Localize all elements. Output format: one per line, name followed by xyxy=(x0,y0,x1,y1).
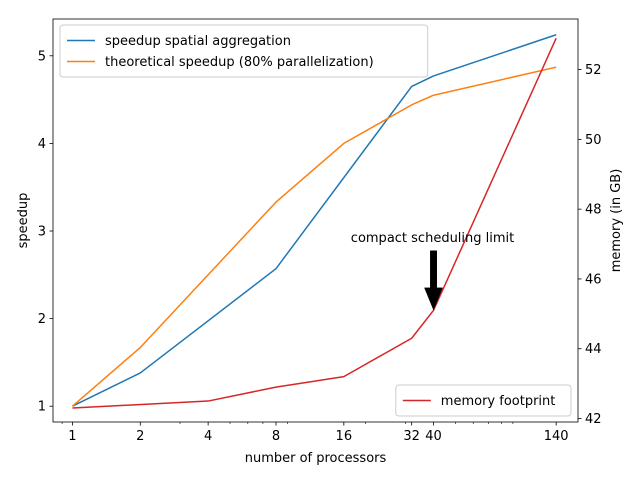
y-left-tick-label: 4 xyxy=(38,137,46,152)
legend-entry: speedup spatial aggregation xyxy=(105,34,291,49)
series-line-0 xyxy=(72,34,557,407)
y-right-tick-label: 48 xyxy=(585,203,602,218)
x-tick-label: 32 xyxy=(403,429,420,444)
y-left-tick-label: 5 xyxy=(38,49,46,64)
series-line-1 xyxy=(71,66,557,407)
y-right-tick-label: 46 xyxy=(585,272,602,287)
x-tick-label: 1 xyxy=(68,429,76,444)
y-right-tick-label: 52 xyxy=(585,63,602,78)
x-tick-label: 2 xyxy=(136,429,144,444)
y-left-axis-label: speedup xyxy=(16,193,31,249)
y-right-axis-label: memory (in GB) xyxy=(609,169,624,273)
legends: speedup spatial aggregation theoretical s… xyxy=(59,24,572,417)
y-right-tick-label: 44 xyxy=(585,342,602,357)
annotation: compact scheduling limit xyxy=(351,231,514,311)
plot-frame xyxy=(52,18,579,423)
y-left-tick-label: 1 xyxy=(38,400,46,415)
legend-entry: memory footprint xyxy=(441,394,556,409)
x-axis-label: number of processors xyxy=(245,451,387,466)
y-left-tick-label: 2 xyxy=(38,312,46,327)
y-right-tick-label: 42 xyxy=(585,412,602,427)
legend-box xyxy=(395,384,572,417)
plot-area xyxy=(71,34,557,409)
annotation-text: compact scheduling limit xyxy=(351,231,514,246)
x-tick-label: 40 xyxy=(425,429,442,444)
y-right-tick-label: 50 xyxy=(585,133,602,148)
x-tick-label: 8 xyxy=(272,429,280,444)
y-left-tick-label: 3 xyxy=(38,225,46,240)
x-tick-label: 16 xyxy=(336,429,353,444)
annotation-arrow xyxy=(424,250,443,311)
legend-box xyxy=(59,24,429,78)
x-tick-label: 4 xyxy=(204,429,212,444)
legend-entry: theoretical speedup (80% parallelization… xyxy=(105,55,374,70)
x-tick-label: 140 xyxy=(544,429,569,444)
series-line-2 xyxy=(72,37,557,409)
